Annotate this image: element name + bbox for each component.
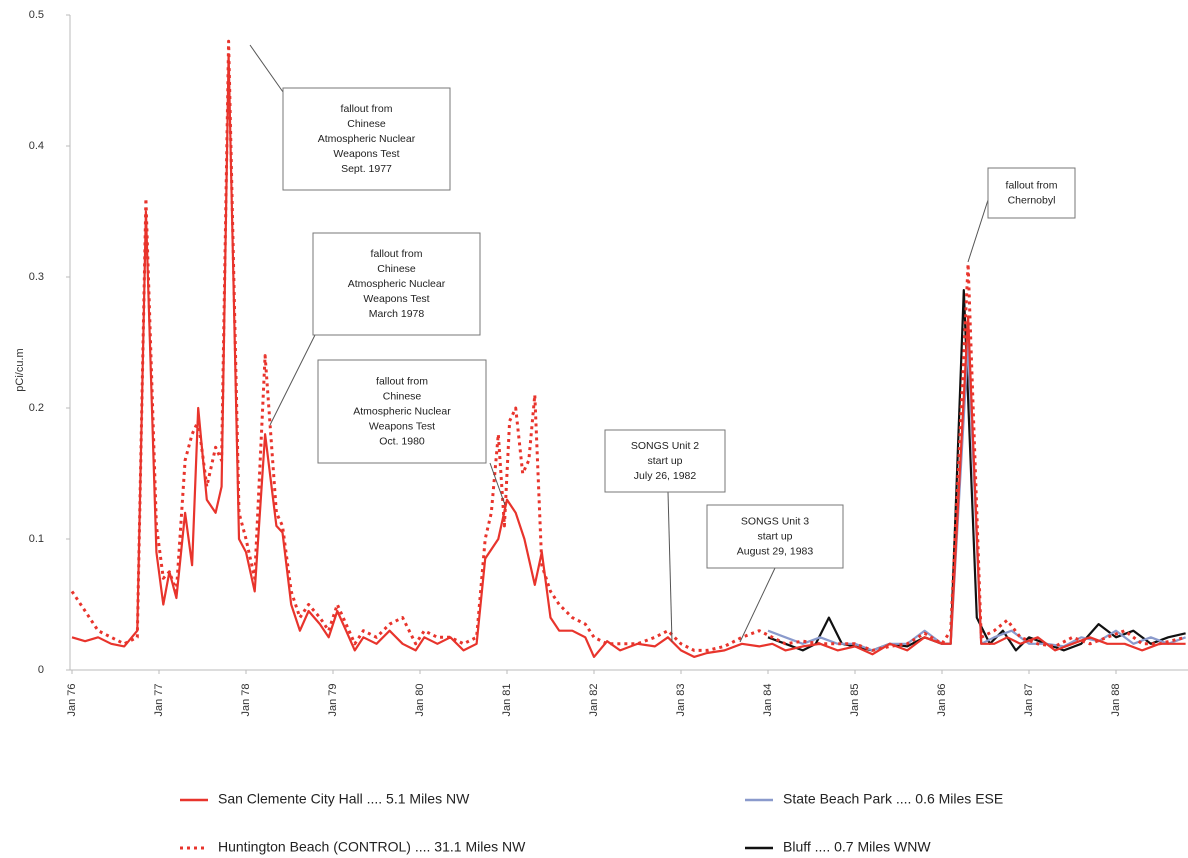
annotation-text: Atmospheric Nuclear <box>318 133 416 145</box>
annotation: fallout from Chinese Atmospheric Nuclear We… <box>269 232 481 426</box>
y-tick-label: 0.2 <box>29 402 44 414</box>
annotation: fallout from Chinese Atmospheric Nuclear We… <box>249 44 451 191</box>
x-tick-label: Jan 85 <box>849 683 861 716</box>
x-tick-label: Jan 76 <box>66 683 78 716</box>
annotation-text: Weapons Test <box>363 293 429 305</box>
annotation-text: Sept. 1977 <box>341 163 392 175</box>
annotation-text: SONGS Unit 2 <box>631 440 699 452</box>
y-tick-label: 0.3 <box>29 271 44 283</box>
x-tick-label: Jan 86 <box>936 683 948 716</box>
legend-label: Bluff .... 0.7 Miles WNW <box>783 839 931 855</box>
y-tick-label: 0.5 <box>29 9 44 21</box>
annotation-box <box>987 167 1076 219</box>
annotation-text: Chinese <box>383 390 422 402</box>
annotation: fallout from Chernobyl <box>967 167 1076 263</box>
annotation-text: August 29, 1983 <box>737 545 814 557</box>
x-tick-label: Jan 81 <box>501 683 513 716</box>
annotation-pointer <box>489 462 506 506</box>
x-tick-label: Jan 80 <box>414 683 426 716</box>
annotation-text: Weapons Test <box>333 148 399 160</box>
annotation-text: July 26, 1982 <box>634 470 697 482</box>
annotation-text: Atmospheric Nuclear <box>348 278 446 290</box>
annotation: fallout from Chinese Atmospheric Nuclear We… <box>317 359 506 506</box>
annotation-pointer <box>667 491 673 643</box>
y-tick-label: 0.1 <box>29 533 44 545</box>
data-line <box>71 53 1186 658</box>
annotation-box <box>604 429 726 493</box>
annotation-text: fallout from <box>376 375 428 387</box>
x-tick-label: Jan 83 <box>675 683 687 716</box>
annotation-text: fallout from <box>341 103 393 115</box>
annotation: SONGS Unit 2 start up July 26, 1982 <box>604 429 726 643</box>
data-line <box>70 39 1186 652</box>
annotation-pointer <box>269 334 316 426</box>
legend-label: Huntington Beach (CONTROL) .... 31.1 Mil… <box>218 839 526 855</box>
annotation-pointer <box>249 44 284 93</box>
annotation-text: Weapons Test <box>369 420 435 432</box>
annotation-pointer <box>967 199 989 263</box>
annotation-text: March 1978 <box>369 308 425 320</box>
annotation-text: Chernobyl <box>1008 194 1056 206</box>
x-tick-label: Jan 77 <box>153 683 165 716</box>
annotation-box <box>312 232 481 336</box>
annotation-text: Oct. 1980 <box>379 435 425 447</box>
annotation-text: SONGS Unit 3 <box>741 515 809 527</box>
x-tick-label: Jan 88 <box>1110 683 1122 716</box>
x-tick-label: Jan 87 <box>1023 683 1035 716</box>
annotation-box <box>317 359 487 464</box>
annotation-box <box>706 504 844 569</box>
x-tick-label: Jan 82 <box>588 683 600 716</box>
y-axis-label: pCi/cu.m <box>14 348 26 391</box>
annotation-box <box>282 87 451 191</box>
y-tick-label: 0.4 <box>29 140 44 152</box>
data-line <box>767 289 1186 652</box>
annotation-text: fallout from <box>1006 179 1058 191</box>
legend-label: State Beach Park .... 0.6 Miles ESE <box>783 791 1003 807</box>
annotation-text: start up <box>647 455 682 467</box>
annotation-text: Chinese <box>377 263 416 275</box>
annotation-text: Atmospheric Nuclear <box>353 405 451 417</box>
x-tick-label: Jan 84 <box>762 683 774 716</box>
y-tick-label: 0 <box>38 664 44 676</box>
x-tick-label: Jan 79 <box>327 683 339 716</box>
annotation-text: Chinese <box>347 118 386 130</box>
x-tick-label: Jan 78 <box>240 683 252 716</box>
legend: San Clemente City Hall .... 5.1 Miles NW… <box>180 791 1003 855</box>
annotation: SONGS Unit 3 start up August 29, 1983 <box>706 504 844 643</box>
annotation-text: fallout from <box>371 248 423 260</box>
annotation-pointer <box>739 567 776 643</box>
annotation-text: start up <box>757 530 792 542</box>
legend-label: San Clemente City Hall .... 5.1 Miles NW <box>218 791 470 807</box>
